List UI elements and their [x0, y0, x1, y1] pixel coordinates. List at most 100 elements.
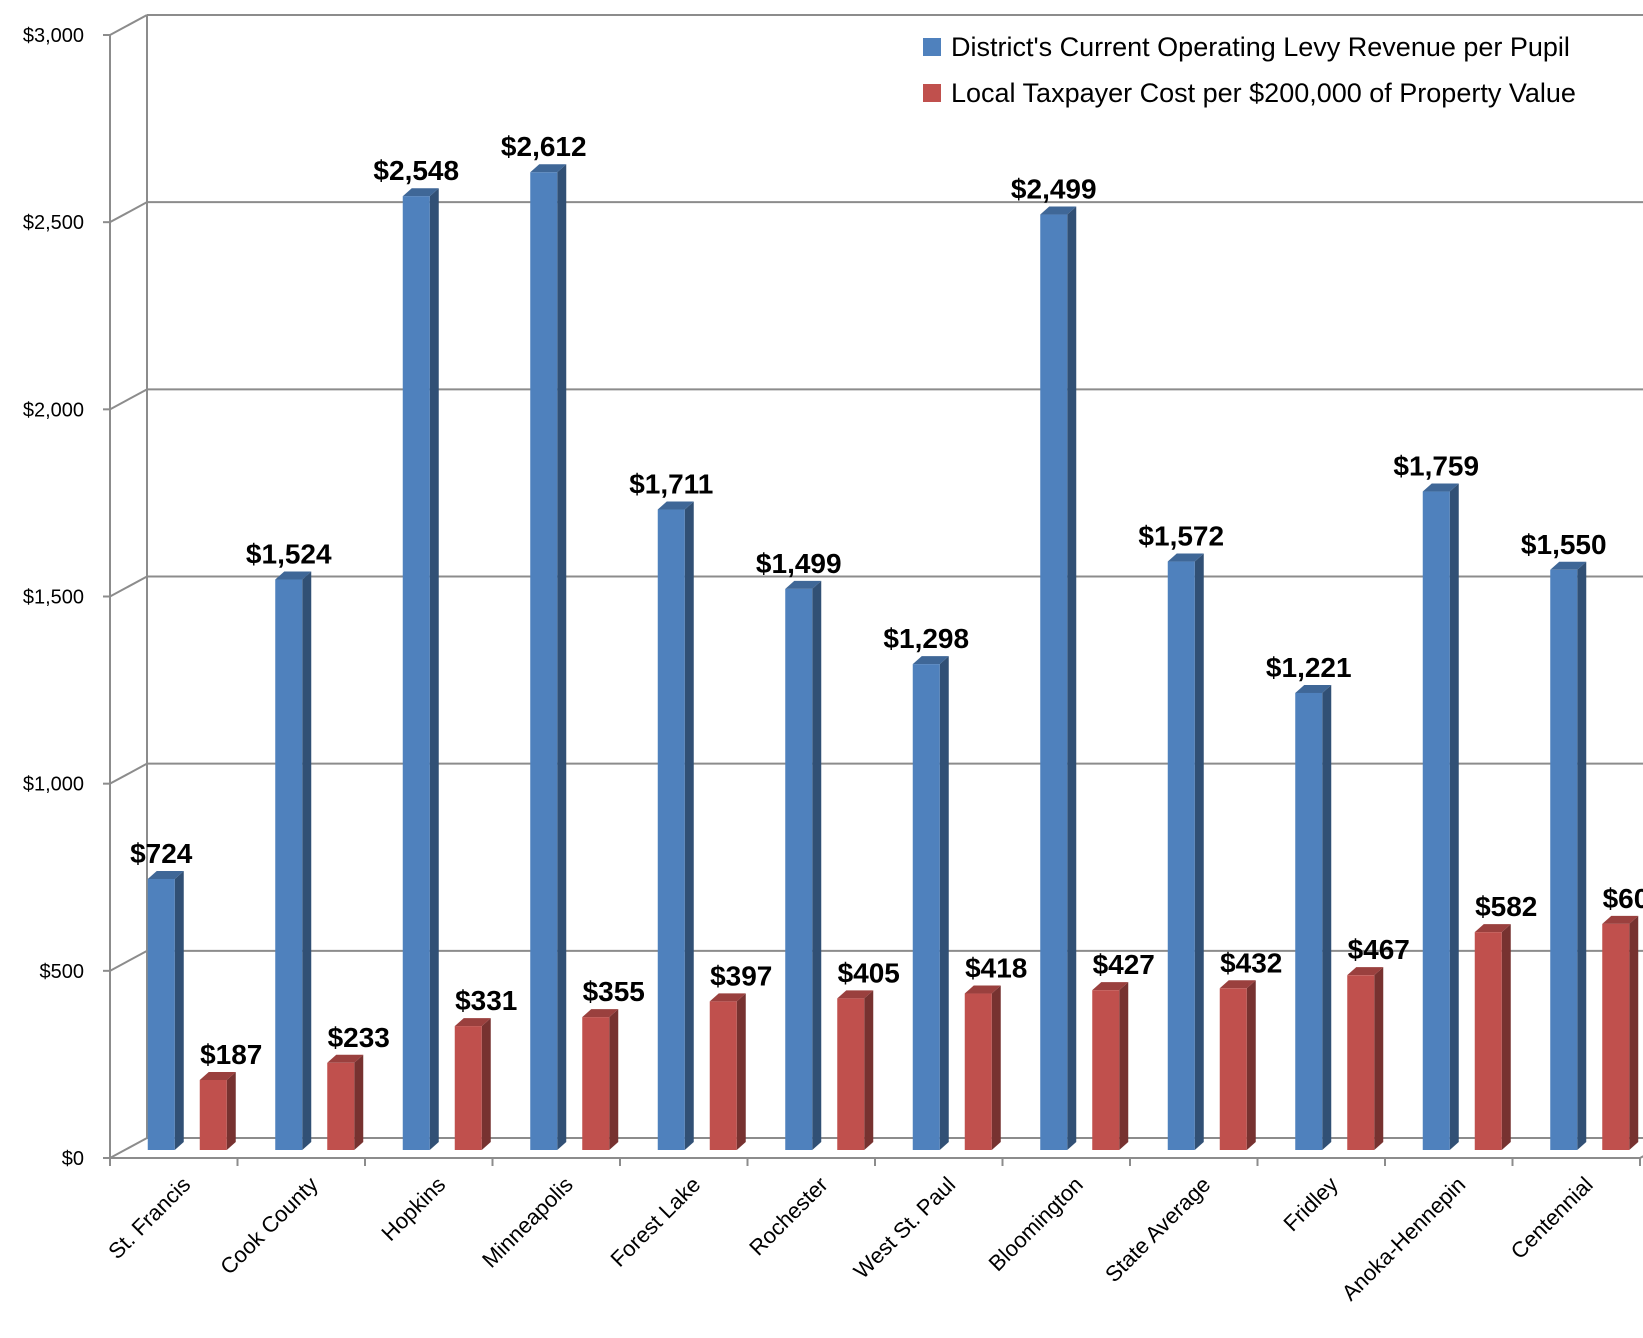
gridline-depth — [109, 388, 148, 411]
x-tick-label: Forest Lake — [605, 1172, 705, 1272]
bar-side — [557, 164, 567, 1150]
y-tick-label: $2,000 — [23, 399, 84, 421]
data-label: $397 — [710, 960, 772, 991]
data-label: $1,221 — [1266, 652, 1352, 683]
gridline-depth — [109, 201, 148, 224]
gridline-depth — [109, 1137, 148, 1159]
bar — [1550, 561, 1587, 1150]
bar-side — [1374, 967, 1384, 1150]
bar — [785, 580, 822, 1150]
x-tick-label: Rochester — [744, 1172, 833, 1261]
data-label: $1,550 — [1521, 529, 1607, 560]
bar-side — [1067, 206, 1077, 1150]
bar-front — [582, 1017, 610, 1150]
x-tick-label: Centennial — [1506, 1172, 1598, 1264]
bar-front — [1295, 692, 1323, 1150]
bar-top — [1347, 967, 1384, 976]
bar-front — [1474, 932, 1502, 1150]
bar-front — [454, 1026, 482, 1150]
data-label: $1,298 — [883, 623, 969, 654]
bar-top — [785, 580, 822, 589]
bar-top — [1092, 982, 1129, 991]
bar-top — [1167, 553, 1204, 562]
data-label: $331 — [455, 985, 517, 1016]
bar-side — [1501, 924, 1511, 1150]
bar-front — [1422, 491, 1450, 1150]
bar — [327, 1054, 364, 1150]
bar — [1602, 915, 1639, 1150]
data-label: $355 — [583, 976, 645, 1007]
bar-side — [991, 985, 1001, 1150]
data-label: $1,759 — [1393, 451, 1479, 482]
bar-front — [964, 993, 992, 1150]
bar — [1474, 924, 1511, 1150]
bar-top — [1474, 924, 1511, 933]
bar-side — [684, 501, 694, 1151]
y-tick-label: $0 — [62, 1148, 84, 1170]
bar-side — [429, 188, 439, 1150]
bar-side — [481, 1018, 491, 1150]
bar-side — [174, 870, 184, 1150]
data-label: $187 — [200, 1039, 262, 1070]
bar — [1219, 980, 1256, 1150]
data-labels: $724 $187 $1,524 $233 $2,548 $331 $2,612 $355 $1… — [130, 131, 1643, 1070]
y-tick-label: $1,500 — [23, 587, 84, 609]
x-tick-label: Bloomington — [984, 1172, 1088, 1276]
bar-top — [582, 1009, 619, 1018]
bar-front — [1219, 988, 1247, 1150]
bar-front — [785, 588, 813, 1150]
gridline-depth — [109, 575, 148, 598]
bar-side — [1119, 982, 1129, 1150]
bar-top — [1550, 561, 1587, 570]
data-label: $2,612 — [501, 131, 587, 162]
data-label: $1,499 — [756, 548, 842, 579]
bar-top — [275, 571, 312, 580]
bar-front — [530, 172, 558, 1150]
legend-label: District's Current Operating Levy Revenu… — [951, 31, 1570, 62]
x-tick-label: Anoka-Hennepin — [1337, 1172, 1471, 1306]
data-label: $582 — [1475, 891, 1537, 922]
bar-top — [1219, 980, 1256, 989]
data-label: $1,572 — [1138, 521, 1224, 552]
bar-top — [147, 870, 184, 879]
data-label: $1,711 — [629, 469, 713, 500]
bar — [530, 164, 567, 1150]
bar-front — [709, 1001, 737, 1150]
gridline-depth — [109, 949, 148, 972]
bar-top — [1422, 483, 1459, 492]
bar-front — [837, 998, 865, 1150]
bar-side — [354, 1054, 364, 1150]
bar-side — [1194, 553, 1204, 1150]
x-tick-label: State Average — [1100, 1172, 1215, 1287]
x-tick-label: West St. Paul — [849, 1172, 961, 1284]
bar-top — [1040, 206, 1077, 215]
y-tick-label: $1,000 — [23, 774, 84, 796]
bar-top — [837, 990, 874, 999]
data-label: $427 — [1093, 949, 1155, 980]
bars — [147, 164, 1639, 1151]
bar — [275, 571, 312, 1150]
data-label: $604 — [1603, 883, 1643, 914]
bar-front — [402, 196, 430, 1150]
bar-side — [302, 571, 312, 1150]
bar — [402, 188, 439, 1150]
legend-label: Local Taxpayer Cost per $200,000 of Prop… — [951, 77, 1576, 108]
bar-top — [530, 164, 567, 173]
bar-side — [226, 1071, 236, 1150]
bar — [657, 501, 694, 1151]
data-label: $418 — [965, 953, 1027, 984]
bar-side — [864, 990, 874, 1150]
bar — [1040, 206, 1077, 1150]
bar-side — [1322, 684, 1332, 1150]
bar-front — [1092, 990, 1120, 1150]
data-label: $467 — [1348, 934, 1410, 965]
legend-swatch-red — [923, 84, 941, 102]
gridline-depth — [109, 14, 148, 36]
bar-front — [1602, 923, 1630, 1150]
bar-front — [1347, 975, 1375, 1150]
y-tick-label: $500 — [40, 961, 85, 983]
bar-front — [1167, 561, 1195, 1150]
bar-top — [912, 656, 949, 665]
data-label: $432 — [1220, 947, 1282, 978]
